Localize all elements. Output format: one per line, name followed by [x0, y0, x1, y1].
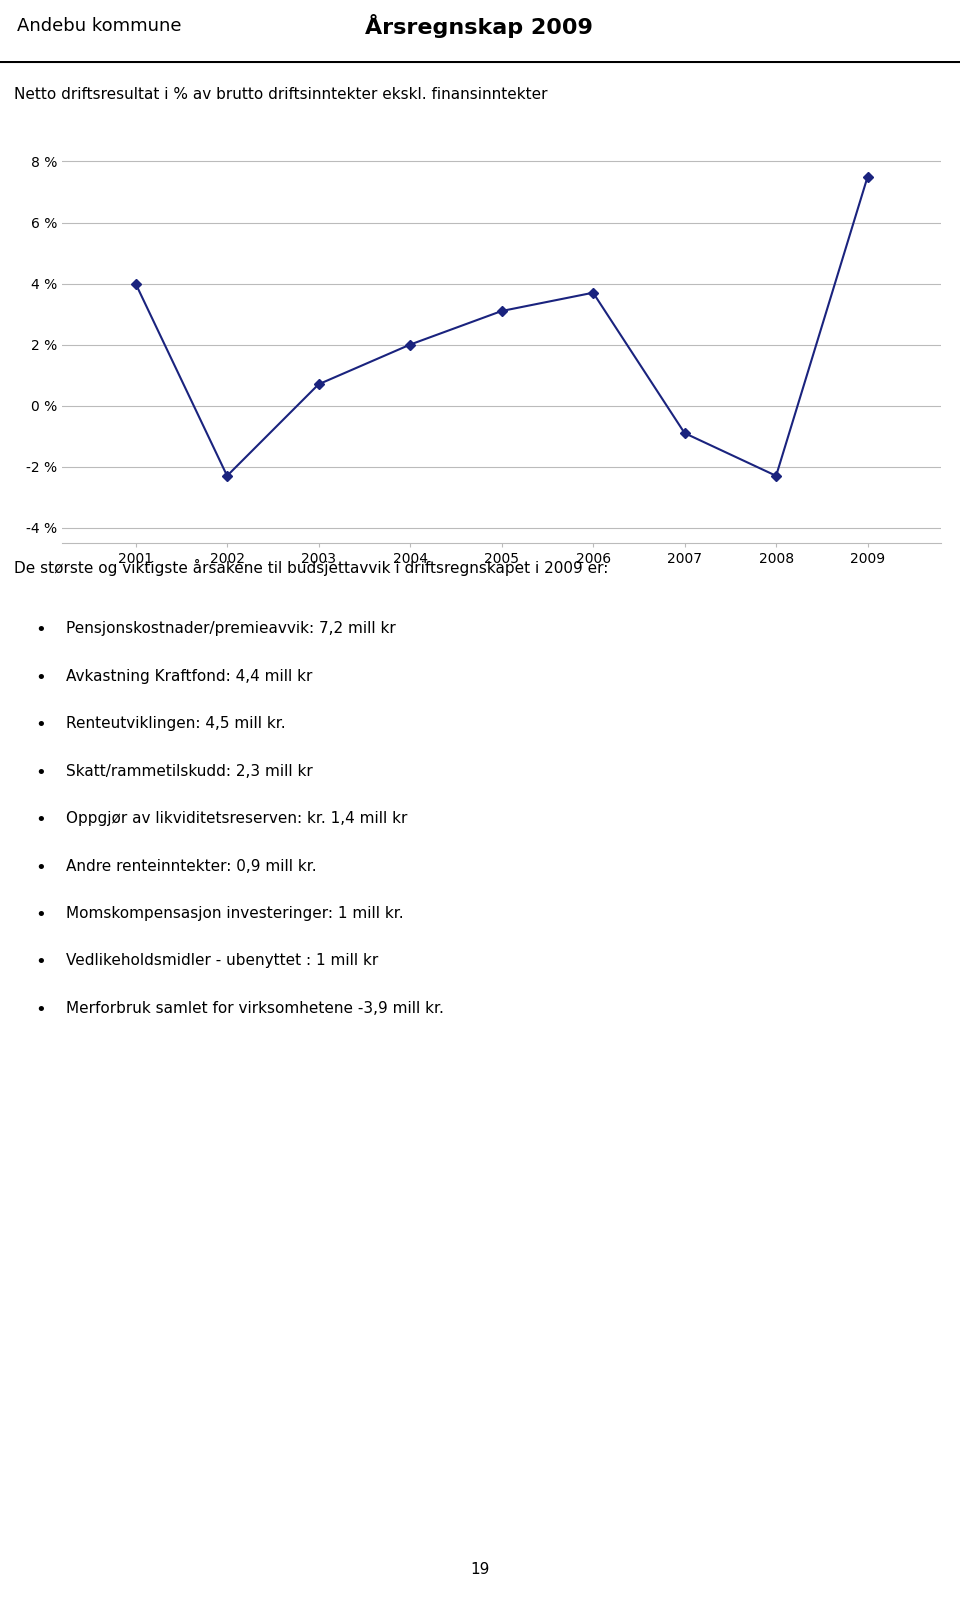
Text: Momskompensasjon investeringer: 1 mill kr.: Momskompensasjon investeringer: 1 mill k… [65, 905, 403, 921]
Text: Vedlikeholdsmidler - ubenyttet : 1 mill kr: Vedlikeholdsmidler - ubenyttet : 1 mill … [65, 953, 378, 968]
Text: Avkastning Kraftfond: 4,4 mill kr: Avkastning Kraftfond: 4,4 mill kr [65, 669, 312, 684]
Text: •: • [35, 717, 46, 735]
Text: Merforbruk samlet for virksomhetene -3,9 mill kr.: Merforbruk samlet for virksomhetene -3,9… [65, 1001, 444, 1016]
Text: •: • [35, 859, 46, 877]
Text: •: • [35, 669, 46, 687]
Text: De største og viktigste årsakene til budsjettavvik i driftsregnskapet i 2009 er:: De største og viktigste årsakene til bud… [14, 559, 609, 577]
Text: •: • [35, 1001, 46, 1019]
Text: •: • [35, 811, 46, 829]
Text: Skatt/rammetilskudd: 2,3 mill kr: Skatt/rammetilskudd: 2,3 mill kr [65, 763, 312, 779]
Text: Pensjonskostnader/premieavvik: 7,2 mill kr: Pensjonskostnader/premieavvik: 7,2 mill … [65, 621, 396, 637]
Text: •: • [35, 621, 46, 639]
Text: Renteutviklingen: 4,5 mill kr.: Renteutviklingen: 4,5 mill kr. [65, 717, 285, 731]
Text: Netto driftsresultat i % av brutto driftsinntekter ekskl. finansinntekter: Netto driftsresultat i % av brutto drift… [14, 86, 548, 102]
Text: •: • [35, 905, 46, 925]
Text: •: • [35, 763, 46, 783]
Text: Andebu kommune: Andebu kommune [17, 18, 181, 35]
Text: Oppgjør av likviditetsreserven: kr. 1,4 mill kr: Oppgjør av likviditetsreserven: kr. 1,4 … [65, 811, 407, 826]
Text: Årsregnskap 2009: Årsregnskap 2009 [365, 14, 592, 38]
Text: Andre renteinntekter: 0,9 mill kr.: Andre renteinntekter: 0,9 mill kr. [65, 859, 316, 874]
Text: •: • [35, 953, 46, 971]
Text: 19: 19 [470, 1562, 490, 1576]
